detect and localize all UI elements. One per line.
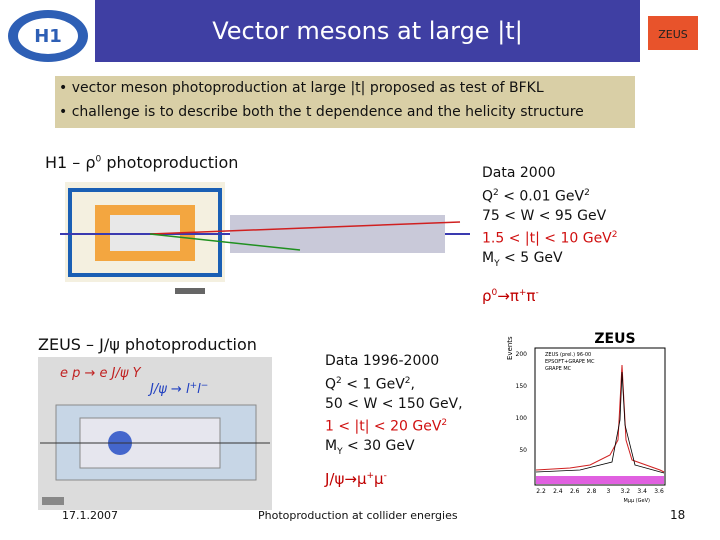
text-part: l [197, 382, 201, 397]
legend-entry: EPSOFT+GRAPE MC [545, 359, 595, 365]
data-line: 75 < W < 95 GeV [482, 207, 607, 224]
text-part: H1 – ρ [45, 153, 96, 172]
data-line: Q2 < 0.01 GeV2 [482, 184, 618, 207]
x-tick-label: 3.4 [637, 488, 647, 495]
x-tick-label: 3 [607, 488, 611, 495]
zeus-heading: ZEUS – J/ψ photoproduction [38, 335, 257, 354]
plot-x-label: Mμμ (GeV) [623, 498, 650, 504]
data-line: 50 < W < 150 GeV, [325, 395, 463, 412]
text-part: Y [494, 259, 500, 270]
text-part: , [410, 376, 415, 393]
page-number: 18 [670, 508, 686, 522]
bullet: • vector meson photoproduction at large … [59, 80, 544, 96]
data-line: 1 < |t| < 20 GeV2 [325, 414, 463, 437]
zeus-logo [648, 16, 698, 50]
h1-heading: H1 – ρ0 photoproduction [45, 153, 238, 172]
text-part: 1 < |t| < 20 GeV [325, 418, 442, 435]
y-tick-label: 150 [516, 383, 528, 390]
h1-logo-inner [18, 18, 78, 54]
text-part: < 5 GeV [499, 250, 563, 267]
text-part: Q [325, 376, 337, 393]
text-part: 2 [584, 187, 590, 198]
zeus-diagram-image: e p → e J/ψ Y J/ψ → l+l− [38, 357, 272, 510]
title-box: Vector mesons at large |t| [95, 0, 640, 62]
text-part: + [518, 288, 527, 298]
text-part: 1.5 < |t| < 10 GeV [482, 230, 612, 247]
x-tick-label: 3.2 [621, 488, 631, 495]
data-line: Data 1996-2000 [325, 353, 440, 369]
mass-plot: ZEUS Events 200 150 100 50 ZEUS (prel.) … [506, 331, 666, 504]
plot-y-label: Events [506, 336, 514, 360]
text-part: Q [482, 188, 494, 205]
text-part: J/ψ→μ [325, 470, 367, 488]
data-line: 1.5 < |t| < 10 GeV2 [482, 226, 618, 249]
data-line: MY < 30 GeV [325, 437, 463, 462]
bullet: • challenge is to describe both the t de… [59, 104, 584, 120]
text-part: J/ψ → l [147, 382, 190, 397]
text-part: < 30 GeV [342, 438, 415, 455]
zeus-data-box: Data 1996-2000 Q2 < 1 GeV2, 50 < W < 150… [325, 352, 463, 463]
text-part: M [325, 438, 338, 455]
x-tick-label: 2.8 [587, 488, 597, 495]
text-part: 2 [336, 375, 342, 386]
y-tick-label: 100 [516, 415, 528, 422]
text-part: + [366, 471, 375, 481]
text-part: 0 [491, 288, 498, 298]
text-part: 2 [404, 375, 411, 386]
decay-text: J/ψ → l+l− [147, 381, 208, 397]
h1-decay: ρ0→π+π- [482, 287, 539, 305]
h1-data-box: Data 2000 Q2 < 0.01 GeV2 75 < W < 95 GeV… [482, 164, 618, 275]
text-part: 2 [493, 187, 499, 198]
text-part: Y [337, 447, 343, 458]
x-tick-label: 2.4 [553, 488, 563, 495]
x-tick-label: 2.2 [536, 488, 546, 495]
text-part: 2 [441, 418, 448, 429]
text-part: photoproduction [101, 153, 239, 172]
x-ticks: 2.2 2.4 2.6 2.8 3 3.2 3.4 3.6 [536, 488, 664, 495]
text-part: μ [374, 470, 384, 488]
text-part: - [535, 288, 539, 298]
h1-logo-text: H1 [34, 26, 62, 47]
zeus-decay: J/ψ→μ+μ- [325, 470, 387, 488]
y-tick-label: 50 [519, 447, 527, 454]
text-part: M [482, 250, 495, 267]
title: Vector mesons at large |t| [212, 17, 523, 45]
x-tick-label: 3.6 [654, 488, 664, 495]
plot-title: ZEUS [594, 331, 635, 347]
h1-detector-image [60, 182, 470, 294]
zeus-logo-text: ZEUS [658, 28, 688, 41]
x-tick-label: 2.6 [570, 488, 580, 495]
reaction-text: e p → e J/ψ Y [60, 366, 142, 381]
text-part: ρ [482, 287, 492, 305]
text-part: →π [497, 287, 519, 305]
y-tick-label: 200 [516, 351, 528, 358]
footer-text: Photoproduction at collider energies [258, 509, 458, 522]
data-line: MY < 5 GeV [482, 249, 618, 274]
text-part: < 1 GeV [341, 376, 405, 393]
legend-entry: ZEUS (prel.) 96-00 [545, 352, 591, 358]
text-part: − [201, 381, 209, 391]
text-part: < 0.01 GeV [498, 188, 585, 205]
legend-entry: GRAPE MC [545, 366, 572, 372]
data-line: Q2 < 1 GeV2, [325, 372, 463, 395]
text-part: + [190, 381, 198, 391]
text-part: 2 [611, 230, 618, 241]
bullet-box: • vector meson photoproduction at large … [55, 76, 635, 128]
text-part: 0 [95, 154, 102, 165]
text-part: - [383, 471, 387, 481]
text-part: π [526, 287, 536, 305]
data-line: Data 2000 [482, 165, 556, 181]
footer-date: 17.1.2007 [62, 509, 118, 522]
